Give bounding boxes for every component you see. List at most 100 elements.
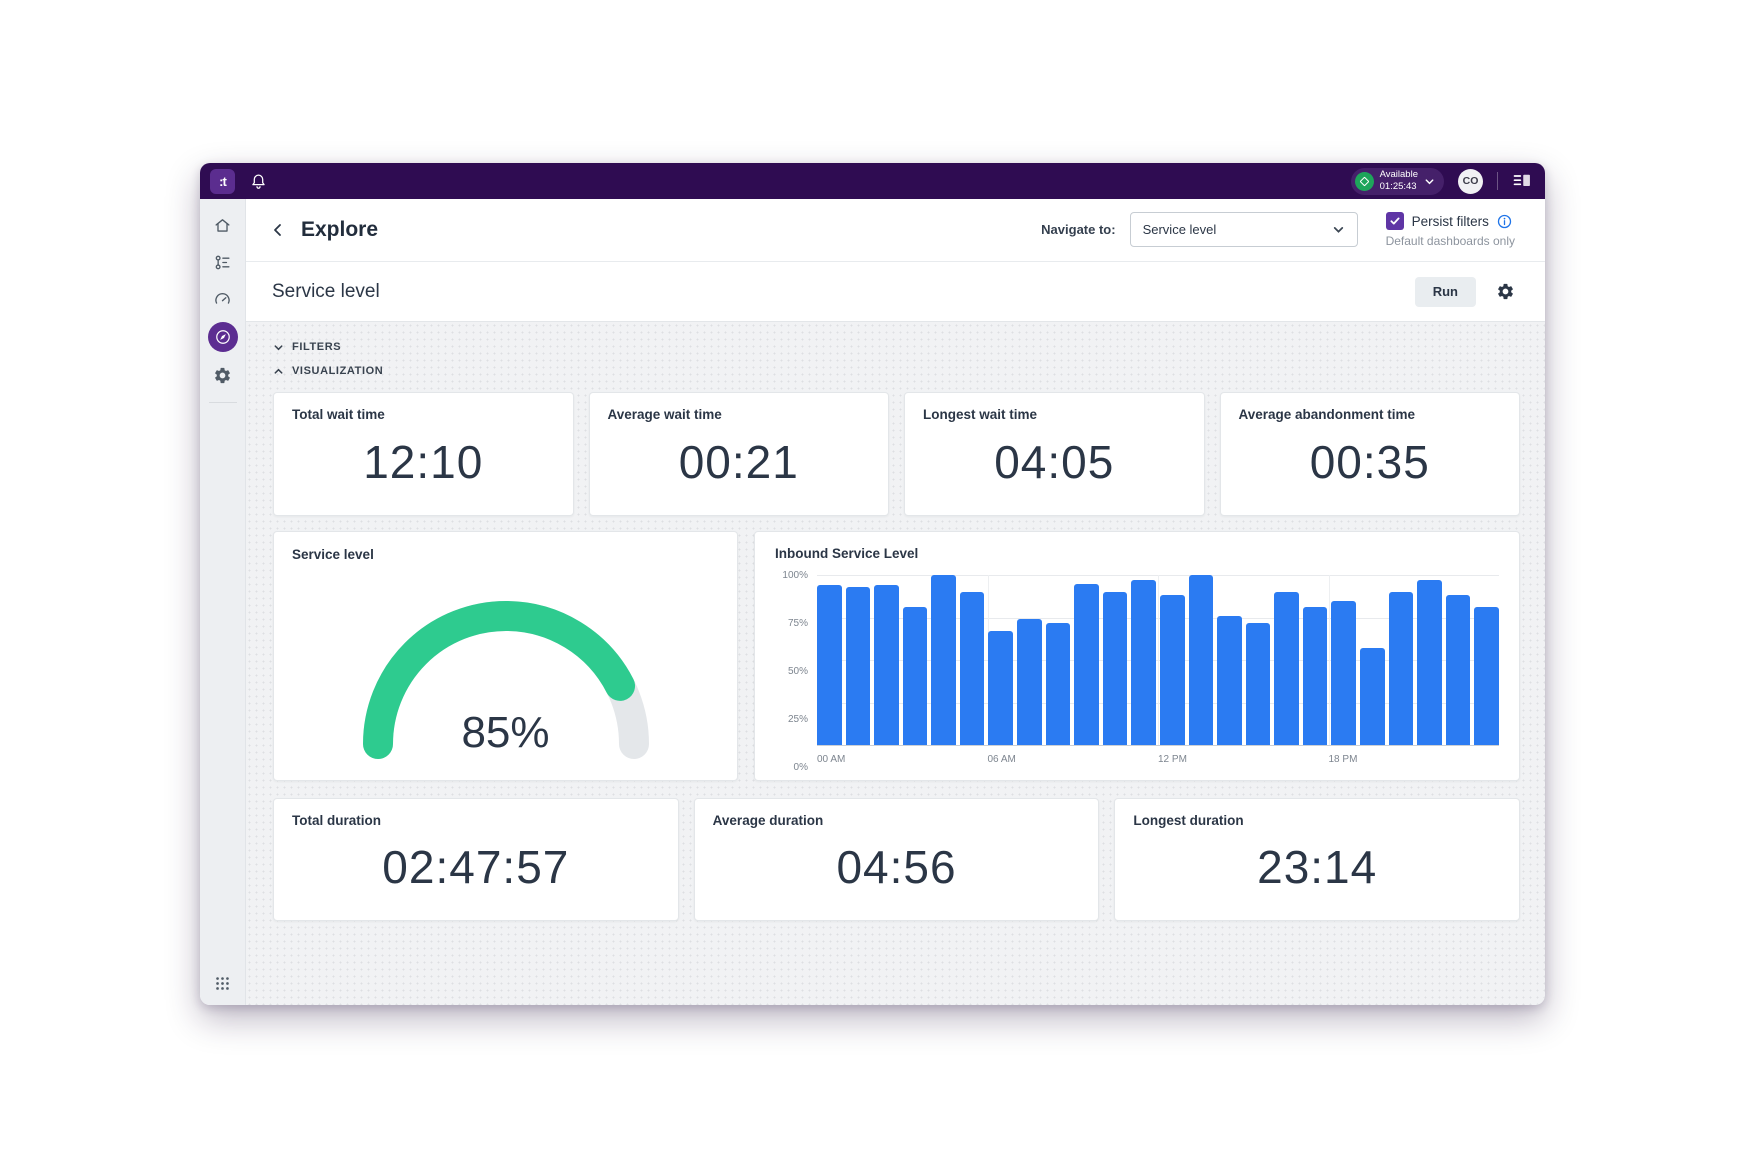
bar-plot [817, 575, 1499, 746]
bar-hour-23 [1474, 607, 1499, 745]
persist-filters-label: Persist filters [1411, 213, 1489, 229]
chevron-down-icon [273, 342, 284, 353]
kpi-card: Total wait time 12:10 [273, 392, 574, 516]
bar-hour-01 [845, 586, 871, 745]
x-tick: 06 AM [987, 754, 1016, 765]
info-icon[interactable] [1497, 214, 1512, 229]
kpi-card: Average abandonment time 00:35 [1219, 392, 1520, 516]
topbar: :t Available 01:25:43 [200, 163, 1545, 199]
monitoring-icon[interactable] [213, 289, 233, 309]
service-level-gauge-card: Service level 85% [273, 531, 738, 781]
kpi-row: Total wait time 12:10 Average wait time … [273, 392, 1520, 516]
routing-icon[interactable] [213, 252, 233, 272]
page-title: Explore [301, 218, 379, 241]
agent-status-chip[interactable]: Available 01:25:43 [1350, 167, 1444, 195]
x-tick: 18 PM [1328, 754, 1358, 765]
status-available-icon [1354, 171, 1374, 191]
bars-container [817, 575, 1499, 745]
navigate-to-select[interactable]: Service level [1129, 212, 1358, 247]
duration-value: 04:56 [836, 841, 957, 893]
status-timer: 01:25:43 [1379, 181, 1417, 192]
bar-hour-07 [1017, 619, 1042, 745]
explore-header: Explore Navigate to: Service level [246, 199, 1545, 261]
x-tick: 12 PM [1158, 754, 1187, 765]
bar-hour-14 [1217, 615, 1242, 745]
bar-hour-21 [1417, 580, 1442, 745]
bar-hour-18 [1331, 600, 1356, 745]
duration-card: Total duration 02:47:57 [273, 798, 679, 921]
chevron-down-icon [1332, 223, 1345, 236]
bar-hour-08 [1045, 622, 1071, 745]
y-tick: 50% [787, 666, 808, 677]
gear-icon[interactable] [1496, 282, 1515, 301]
bell-icon[interactable] [249, 172, 268, 191]
kpi-label: Average wait time [607, 407, 722, 422]
user-avatar[interactable]: CO [1458, 168, 1483, 194]
conversations-panel-icon[interactable] [1512, 172, 1532, 190]
kpi-value: 00:35 [1309, 435, 1430, 488]
duration-value: 23:14 [1257, 841, 1378, 893]
gauge: 85% [346, 584, 666, 760]
bar-hour-03 [902, 607, 928, 745]
bar-hour-10 [1102, 592, 1128, 745]
chevron-up-icon [273, 366, 284, 377]
home-icon[interactable] [213, 215, 233, 235]
kpi-label: Longest wait time [923, 407, 1038, 422]
chart-title: Inbound Service Level [775, 546, 919, 561]
back-button[interactable] [270, 222, 286, 238]
filters-toggle[interactable]: FILTERS [273, 335, 1520, 359]
kpi-label: Total wait time [292, 407, 385, 422]
y-tick: 100% [782, 570, 808, 581]
inbound-service-level-chart-card: Inbound Service Level 100% 75% 50% 25% 0% [754, 531, 1520, 781]
bar-hour-12 [1159, 595, 1185, 745]
duration-label: Longest duration [1133, 813, 1244, 828]
bar-hour-06 [988, 631, 1014, 745]
report-title: Service level [272, 280, 380, 302]
duration-card: Average duration 04:56 [693, 798, 1100, 921]
persist-filters-note: Default dashboards only [1385, 234, 1515, 248]
gauge-title: Service level [292, 547, 374, 562]
explore-icon[interactable] [207, 322, 238, 352]
bar-hour-15 [1245, 622, 1271, 745]
bar-hour-13 [1188, 575, 1214, 745]
persist-filters-checkbox[interactable] [1385, 212, 1404, 230]
chevron-down-icon [1424, 176, 1435, 187]
bar-hour-19 [1359, 648, 1385, 745]
bar-hour-04 [931, 575, 956, 745]
topbar-divider [1497, 172, 1498, 190]
settings-icon[interactable] [213, 365, 233, 385]
bar-hour-20 [1388, 592, 1414, 745]
kpi-card: Average wait time 00:21 [588, 392, 889, 516]
duration-label: Total duration [292, 813, 381, 828]
bar-hour-05 [959, 592, 985, 745]
status-label: Available [1379, 169, 1418, 181]
duration-row: Total duration 02:47:57 Average duration… [273, 798, 1521, 921]
apps-grid-icon[interactable] [213, 973, 233, 993]
y-tick: 25% [787, 714, 808, 725]
kpi-label: Average abandonment time [1238, 407, 1416, 422]
kpi-card: Longest wait time 04:05 [904, 392, 1205, 516]
bar-hour-09 [1074, 583, 1099, 745]
sidebar-divider [208, 402, 237, 403]
kpi-value: 12:10 [363, 435, 484, 488]
bar-hour-22 [1445, 595, 1471, 745]
visualization-label: VISUALIZATION [292, 365, 384, 377]
report-toolbar: Service level Run [246, 261, 1545, 321]
app-logo[interactable]: :t [210, 168, 235, 194]
x-tick: 00 AM [817, 754, 846, 765]
app-window: :t Available 01:25:43 [200, 163, 1545, 1005]
chart-x-axis: 00 AM 06 AM 12 PM 18 PM [817, 746, 1499, 768]
visualization-toggle[interactable]: VISUALIZATION [273, 359, 1520, 383]
navigate-to-value: Service level [1142, 222, 1217, 237]
run-button[interactable]: Run [1414, 276, 1476, 307]
y-tick: 75% [787, 618, 808, 629]
chart-y-axis: 100% 75% 50% 25% 0% [775, 570, 817, 773]
y-tick: 0% [793, 762, 808, 773]
filters-label: FILTERS [292, 341, 342, 353]
dashboard-canvas: FILTERS VISUALIZATION Total wait time 12… [246, 321, 1545, 1005]
sidebar [200, 199, 246, 1005]
bar-hour-16 [1274, 592, 1299, 745]
bar-hour-17 [1302, 607, 1328, 745]
navigate-to-label: Navigate to: [1041, 222, 1116, 237]
